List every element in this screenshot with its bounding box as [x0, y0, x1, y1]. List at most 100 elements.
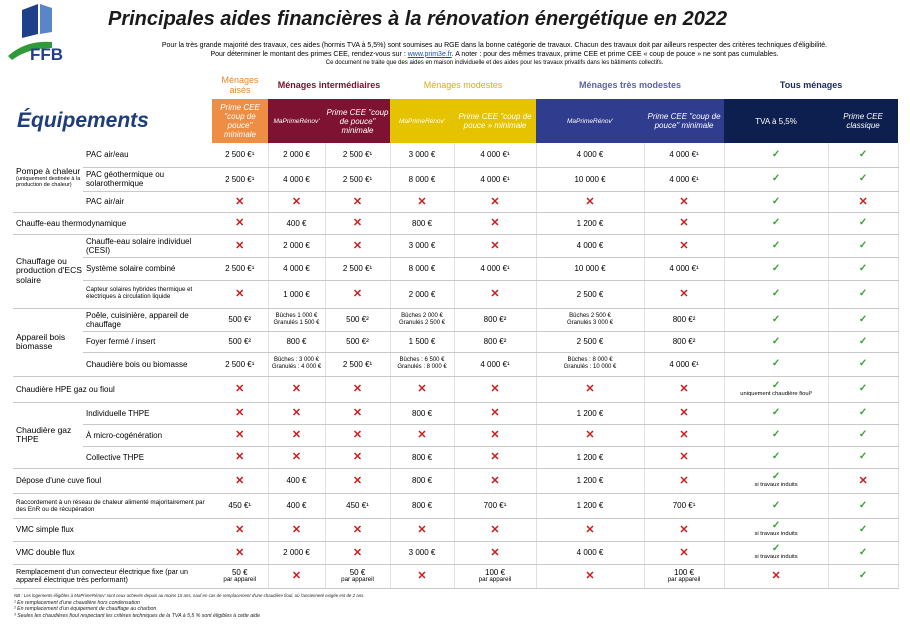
table-row: Foyer fermé / insert 500 €² 800 € 500 €²… [13, 331, 899, 353]
table-row: Capteur solaires hybrides thermique et é… [13, 280, 899, 309]
table-cell: ✕ [454, 234, 537, 258]
cell-value: 4 000 €¹ [454, 352, 537, 377]
table-cell: ✕ [325, 191, 391, 213]
header-inter-cee: Prime CEE "coup de pouce" minimale [325, 99, 391, 143]
check-icon: ✓ [858, 313, 868, 325]
table-cell: ✕ [325, 376, 391, 403]
table-cell: ✕ [212, 234, 269, 258]
check-icon: ✓ [858, 217, 868, 228]
cross-icon: ✕ [490, 217, 500, 229]
cell-value: 1 000 € [268, 280, 326, 309]
check-icon: ✓ [858, 451, 868, 462]
cross-icon: ✕ [235, 195, 245, 208]
check-icon: ✓ [771, 148, 781, 160]
category-ecs: Chauffage ou production d'ECS solaire [13, 234, 83, 309]
cross-icon: ✕ [585, 523, 595, 536]
footnote-1: ¹ En remplacement d'une chaudière hors c… [14, 599, 140, 606]
table-cell: ✓ [828, 167, 899, 192]
table-row: Chaudière gaz THPE Individuelle THPE ✕ ✕… [13, 402, 899, 469]
header-inter-mpr: MaPrimeRénov' [268, 99, 325, 143]
cell-value: 400 € [268, 212, 326, 235]
cross-icon: ✕ [585, 383, 595, 395]
check-icon: ✓ [858, 262, 868, 274]
table-row: Chauffe-eau thermodynamique ✕ 400 € ✕ 80… [13, 212, 899, 235]
check-icon: ✓ [858, 288, 868, 299]
check-icon: ✓ [858, 239, 868, 251]
table-cell: ✕ [212, 446, 269, 469]
row-label: Dépose d'une cuve fioul [13, 468, 212, 494]
table-cell: ✕ [268, 402, 326, 425]
cell-value: 2 500 €¹ [212, 257, 269, 281]
table-cell: ✓ [828, 424, 899, 447]
cell-value: 400 € [268, 468, 326, 494]
table-cell: ✕ [325, 402, 391, 425]
check-icon: ✓ [771, 288, 781, 299]
cell-value: 800 €² [454, 331, 537, 353]
table-cell: ✕ [390, 564, 455, 589]
table-cell: ✕ [644, 191, 725, 213]
cross-icon: ✕ [352, 217, 363, 229]
table-cell: ✕ [212, 402, 269, 425]
category-thpe: Chaudière gaz THPE [13, 402, 83, 469]
cross-icon: ✕ [585, 570, 595, 582]
row-label: Chauffe-eau solaire individuel (CESI) [83, 234, 212, 258]
cell-value: 4 000 €¹ [454, 257, 537, 281]
cell-value: 4 000 € [268, 167, 326, 192]
table-cell: ✓ [724, 331, 829, 353]
cell-value: 2 000 € [268, 234, 326, 258]
tva-note: si travaux induits [754, 531, 798, 538]
row-label: PAC géothermique ou solarothermique [83, 167, 212, 192]
cross-icon: ✕ [490, 288, 500, 300]
cross-icon: ✕ [679, 195, 689, 208]
cross-icon: ✕ [235, 474, 245, 487]
table-cell: ✕ [644, 541, 725, 565]
cross-icon: ✕ [417, 429, 427, 441]
intro-line2: Pour déterminer le montant des primes CE… [210, 50, 779, 58]
footnote-2: ² En remplacement d'un équipement de cha… [14, 606, 157, 613]
group-menages-aises: Ménages aisés [221, 74, 259, 95]
cell-value: Bûches : 6 500 € Granulés : 8 000 € [390, 352, 455, 377]
cross-icon: ✕ [235, 429, 245, 441]
table-cell: ✕ [325, 468, 391, 494]
cross-icon: ✕ [291, 429, 302, 441]
group-menages-modestes: Ménages modestes [423, 79, 503, 90]
intro-line3: Ce document ne traite que des aides en m… [325, 60, 664, 67]
cross-icon: ✕ [417, 383, 427, 395]
header-aises-cee: Prime CEE "coup de pouce" minimale [212, 99, 268, 143]
cross-icon: ✕ [235, 217, 245, 229]
cell-value: Bûches 2 000 € Granulés 2 500 € [390, 308, 455, 332]
prim3e-link[interactable]: www.prim3e.fr [407, 50, 452, 58]
check-icon: ✓ [771, 262, 781, 274]
cross-icon: ✕ [771, 570, 781, 582]
cross-icon: ✕ [291, 451, 302, 463]
table-cell: ✓ [828, 212, 899, 235]
cell-value: 800 € [390, 212, 455, 235]
cell-value: 4 000 €¹ [644, 352, 725, 377]
table-cell: ✕ [454, 376, 537, 403]
table-cell: ✓ si travaux induits [724, 518, 829, 542]
cell-value: 4 000 €¹ [644, 167, 725, 192]
cross-icon: ✕ [490, 239, 500, 252]
cell-value: Bûches : 8 000 € Granulés : 10 000 € [536, 352, 645, 377]
cell-value: 500 €² [212, 331, 269, 353]
cross-icon: ✕ [291, 570, 302, 582]
table-row: Chauffage ou production d'ECS solaire Ch… [13, 234, 899, 309]
table-cell: ✕ [644, 376, 725, 403]
cross-icon: ✕ [352, 195, 363, 208]
table-cell: ✓ [724, 402, 829, 425]
row-label: Chaudière bois ou biomasse [83, 352, 212, 377]
table-row: VMC double flux ✕ 2 000 € ✕ 3 000 € ✕ 4 … [13, 541, 899, 565]
table-cell: ✕ [325, 518, 391, 542]
table-cell: ✕ [724, 564, 829, 589]
cross-icon: ✕ [490, 383, 500, 395]
cell-value: 8 000 € [390, 257, 455, 281]
cell-value: 500 €² [212, 308, 269, 332]
table-cell: ✓ [724, 191, 829, 213]
table-cell: ✕ [536, 518, 645, 542]
table-cell: ✓ [724, 280, 829, 309]
logo-text: FFB [30, 45, 63, 64]
table-cell: ✕ [536, 191, 645, 213]
page-title: Principales aides financières à la rénov… [108, 8, 728, 30]
row-label: Foyer fermé / insert [83, 331, 212, 353]
header-mod-cee: Prime CEE "coup de pouce » minimale [454, 99, 537, 143]
